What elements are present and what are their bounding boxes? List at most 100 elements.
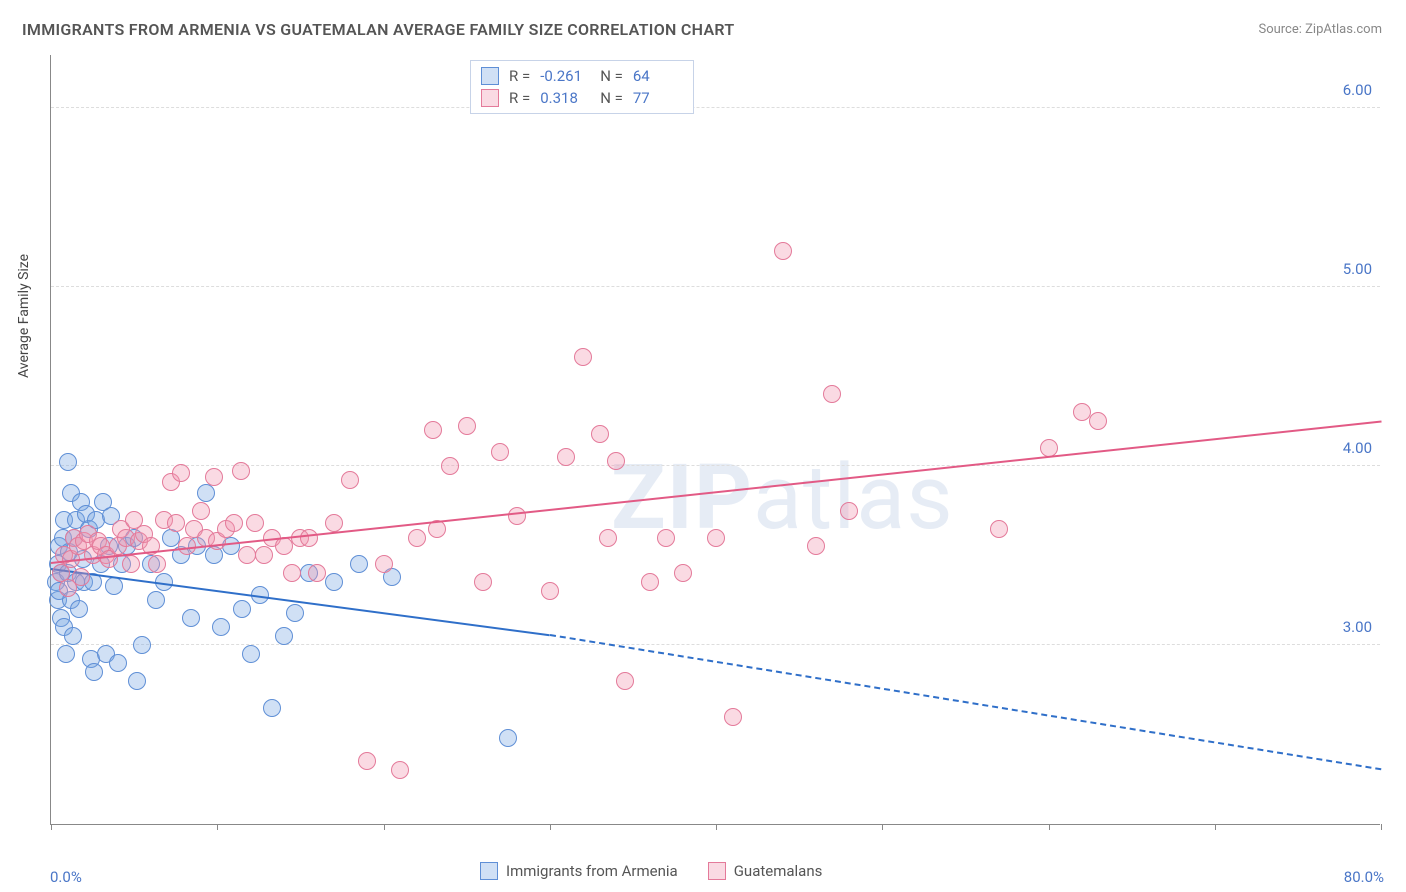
y-axis-label: Average Family Size (16, 254, 32, 378)
scatter-point (674, 564, 692, 582)
n-label: N = (600, 67, 623, 85)
scatter-point (64, 627, 82, 645)
y-tick-label: 3.00 (1343, 618, 1372, 636)
scatter-point (225, 514, 243, 532)
scatter-point (591, 425, 609, 443)
scatter-point (657, 529, 675, 547)
scatter-point (616, 672, 634, 690)
scatter-point (300, 529, 318, 547)
scatter-point (233, 600, 251, 618)
n-value: 77 (633, 89, 683, 107)
scatter-point (375, 555, 393, 573)
y-tick-label: 5.00 (1343, 260, 1372, 278)
trend-line (550, 634, 1382, 770)
scatter-point (391, 761, 409, 779)
legend-row: R =-0.261N =64 (481, 65, 683, 87)
scatter-point (350, 555, 368, 573)
x-tick (1381, 824, 1382, 830)
scatter-point (109, 654, 127, 672)
scatter-point (286, 604, 304, 622)
scatter-point (724, 708, 742, 726)
scatter-point (167, 514, 185, 532)
scatter-point (105, 577, 123, 595)
scatter-point (128, 672, 146, 690)
x-tick (716, 824, 717, 830)
x-tick (384, 824, 385, 830)
scatter-point (641, 573, 659, 591)
scatter-point (774, 242, 792, 260)
scatter-plot-area: ZIPatlas 3.004.005.006.00 (50, 55, 1380, 825)
scatter-point (325, 514, 343, 532)
scatter-point (182, 609, 200, 627)
legend-item: Guatemalans (708, 862, 823, 880)
legend-swatch (481, 89, 499, 107)
legend-label: Guatemalans (734, 862, 823, 880)
x-tick (882, 824, 883, 830)
gridline (51, 107, 1380, 108)
scatter-point (57, 645, 75, 663)
legend-swatch (481, 67, 499, 85)
legend-swatch (708, 862, 726, 880)
scatter-point (491, 443, 509, 461)
scatter-point (840, 502, 858, 520)
scatter-point (85, 663, 103, 681)
correlation-legend: R =-0.261N =64R =0.318N =77 (470, 60, 694, 114)
scatter-point (242, 645, 260, 663)
chart-title: IMMIGRANTS FROM ARMENIA VS GUATEMALAN AV… (22, 20, 735, 39)
scatter-point (205, 468, 223, 486)
legend-label: Immigrants from Armenia (506, 862, 678, 880)
scatter-point (212, 618, 230, 636)
scatter-point (246, 514, 264, 532)
n-value: 64 (633, 67, 683, 85)
source-attribution: Source: ZipAtlas.com (1258, 22, 1382, 37)
x-axis-max-label: 80.0% (1344, 868, 1384, 886)
scatter-point (72, 568, 90, 586)
legend-swatch (480, 862, 498, 880)
x-tick (51, 824, 52, 830)
x-tick (1049, 824, 1050, 830)
scatter-point (424, 421, 442, 439)
scatter-point (1073, 403, 1091, 421)
scatter-point (192, 502, 210, 520)
scatter-point (607, 452, 625, 470)
scatter-point (341, 471, 359, 489)
scatter-point (122, 555, 140, 573)
scatter-point (255, 546, 273, 564)
scatter-point (441, 457, 459, 475)
y-tick-label: 4.00 (1343, 439, 1372, 457)
scatter-point (238, 546, 256, 564)
scatter-point (990, 520, 1008, 538)
scatter-point (508, 507, 526, 525)
scatter-point (474, 573, 492, 591)
scatter-point (275, 627, 293, 645)
gridline (51, 465, 1380, 466)
scatter-point (263, 699, 281, 717)
scatter-point (232, 462, 250, 480)
scatter-point (707, 529, 725, 547)
scatter-point (807, 537, 825, 555)
scatter-point (823, 385, 841, 403)
x-axis-min-label: 0.0% (50, 868, 82, 886)
r-label: R = (509, 89, 530, 107)
scatter-point (59, 453, 77, 471)
scatter-point (599, 529, 617, 547)
x-tick (217, 824, 218, 830)
scatter-point (574, 348, 592, 366)
scatter-point (133, 636, 151, 654)
y-tick-label: 6.00 (1343, 81, 1372, 99)
scatter-point (308, 564, 326, 582)
scatter-point (148, 555, 166, 573)
series-legend: Immigrants from Armenia Guatemalans (480, 862, 822, 880)
scatter-point (358, 752, 376, 770)
scatter-point (541, 582, 559, 600)
r-value: 0.318 (540, 89, 590, 107)
scatter-point (275, 537, 293, 555)
scatter-point (147, 591, 165, 609)
scatter-point (70, 600, 88, 618)
scatter-point (408, 529, 426, 547)
scatter-point (325, 573, 343, 591)
scatter-point (458, 417, 476, 435)
scatter-point (283, 564, 301, 582)
gridline (51, 286, 1380, 287)
scatter-point (557, 448, 575, 466)
